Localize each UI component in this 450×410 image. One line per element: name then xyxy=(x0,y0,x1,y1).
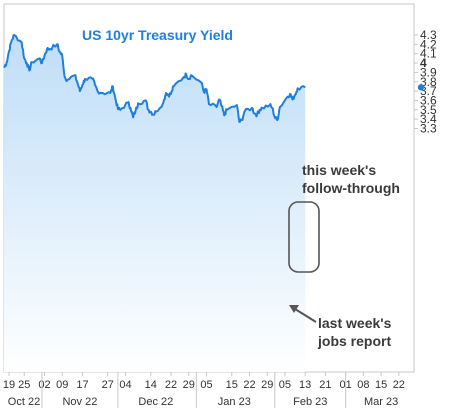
annotation-follow-through-line-1: this week's xyxy=(302,162,376,178)
x-month-label: Dec 22 xyxy=(138,396,173,408)
x-tick-label: 22 xyxy=(393,379,405,391)
x-tick-label: 21 xyxy=(319,379,331,391)
y-tick-label: 4.1 xyxy=(420,47,437,61)
highlight-box xyxy=(288,201,320,273)
current-value-marker xyxy=(417,84,425,91)
x-tick-label: 14 xyxy=(145,379,157,391)
y-tick-label: 4.3 xyxy=(420,28,437,42)
x-tick-label: 05 xyxy=(200,379,212,391)
chart-title: US 10yr Treasury Yield xyxy=(82,27,233,43)
y-axis: 4.34.24.143.93.83.73.63.53.43.3 xyxy=(414,28,437,136)
annotation-jobs-report: last week's jobs report xyxy=(317,315,395,349)
x-tick-label: 19 xyxy=(3,379,15,391)
x-tick-label: 15 xyxy=(375,379,387,391)
x-tick-label: 09 xyxy=(56,379,68,391)
annotation-follow-through: this week's follow-through xyxy=(302,162,400,196)
x-axis: 19 25 02 09 17 27 04 14 22 29 05 15 22 29 05 13 21 01 08 15… xyxy=(3,372,405,391)
x-month-label: Mar 23 xyxy=(364,396,398,408)
x-month-label: Jan 23 xyxy=(218,396,251,408)
y-tick-label: 4.2 xyxy=(420,37,437,51)
x-tick-label: 02 xyxy=(38,379,50,391)
y-tick-label: 3.8 xyxy=(420,75,437,89)
x-tick-label: 29 xyxy=(183,379,195,391)
x-tick-label: 25 xyxy=(18,379,30,391)
x-tick-label: 05 xyxy=(279,379,291,391)
y-tick-label: 3.6 xyxy=(420,93,437,107)
y-tick-label: 3.4 xyxy=(420,112,437,126)
annotation-arrowhead xyxy=(289,305,299,313)
y-tick-label: 3.7 xyxy=(420,84,437,98)
annotation-arrow xyxy=(294,308,317,323)
x-tick-label: 13 xyxy=(299,379,311,391)
x-tick-label: 17 xyxy=(76,379,88,391)
y-tick-label: 3.9 xyxy=(420,65,437,79)
x-axis-months: Oct 22 Nov 22 Dec 22 Jan 23 Feb 23 Mar 23 xyxy=(8,372,398,408)
x-tick-label: 04 xyxy=(119,379,131,391)
x-tick-label: 29 xyxy=(261,379,273,391)
x-tick-label: 15 xyxy=(226,379,238,391)
x-tick-label: 22 xyxy=(243,379,255,391)
annotation-follow-through-line-2: follow-through xyxy=(302,180,400,196)
yield-area xyxy=(4,35,306,372)
x-month-label: Oct 22 xyxy=(8,396,40,408)
x-month-label: Nov 22 xyxy=(62,396,97,408)
yield-line xyxy=(3,34,306,123)
y-tick-label: 3.5 xyxy=(420,103,437,117)
annotation-jobs-report-line-1: last week's xyxy=(318,315,392,331)
x-tick-label: 08 xyxy=(357,379,369,391)
x-tick-label: 22 xyxy=(165,379,177,391)
y-tick-label: 3.3 xyxy=(420,122,437,136)
annotation-jobs-report-line-2: jobs report xyxy=(317,333,391,349)
y-tick-label: 4 xyxy=(420,56,427,70)
x-month-label: Feb 23 xyxy=(293,396,327,408)
x-tick-label: 27 xyxy=(102,379,114,391)
